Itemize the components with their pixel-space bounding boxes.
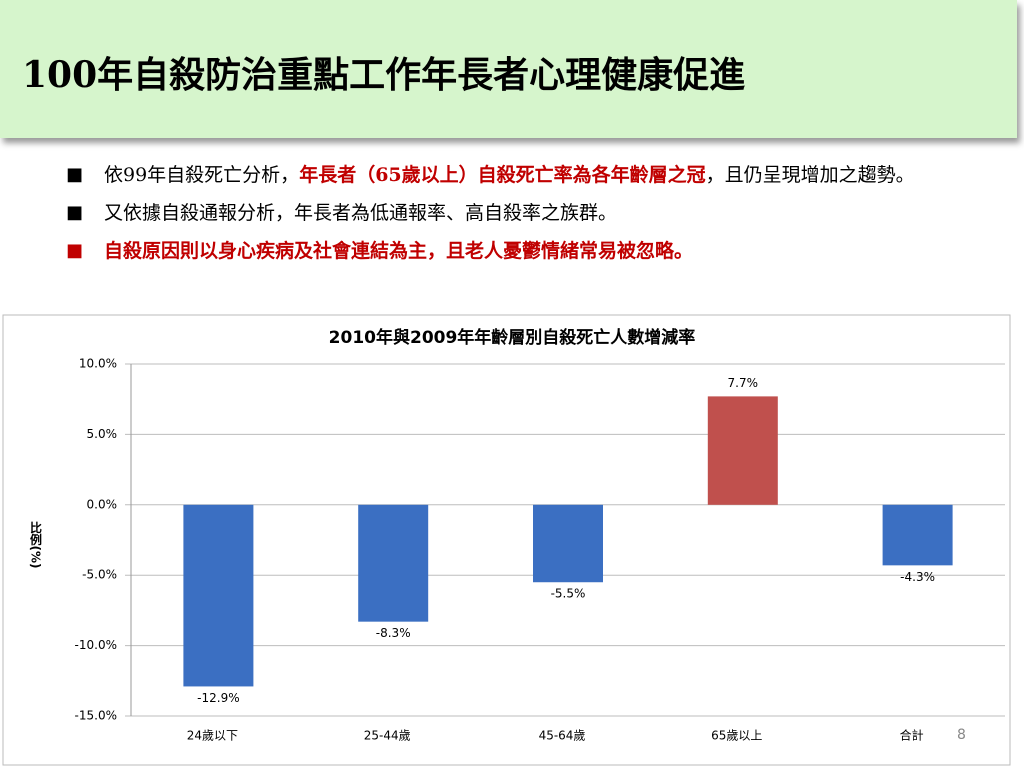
y-tick-label: 5.0%: [87, 427, 118, 441]
y-tick-label: -10.0%: [75, 638, 117, 652]
page-number: 8: [957, 727, 966, 743]
text-run: 年長者（65歲以上）自殺死亡率為各年齡層之冠: [299, 164, 706, 186]
chart-frame: [2, 314, 1011, 766]
y-tick-label: -5.0%: [82, 568, 117, 582]
text-run: ，且仍呈現增加之趨勢。: [705, 164, 915, 186]
bar: [707, 396, 778, 505]
bullet-marker: ■: [66, 240, 84, 261]
bar: [183, 504, 254, 687]
text-run: 自殺原因則以身心疾病及社會連結為主，且老人憂鬱情緒常易被忽略。: [104, 240, 694, 262]
slide-title: 100年自殺防治重點工作年長者心理健康促進: [22, 54, 746, 96]
x-tick-label: 45-64歲: [539, 729, 586, 743]
x-tick-label: 合計: [900, 728, 924, 743]
bullet-marker: ■: [66, 202, 84, 223]
value-label: -4.3%: [900, 570, 935, 584]
bullet-text: 自殺原因則以身心疾病及社會連結為主，且老人憂鬱情緒常易被忽略。: [68, 234, 998, 268]
header: 100年自殺防治重點工作年長者心理健康促進: [0, 0, 1017, 138]
bar: [533, 504, 603, 583]
x-tick-label: 65歲以上: [711, 729, 762, 743]
bullet-marker: ■: [66, 164, 84, 185]
bullet: ■ 依99年自殺死亡分析，年長者（65歲以上）自殺死亡率為各年齡層之冠，且仍呈現增…: [66, 158, 998, 192]
bar: [358, 504, 429, 622]
bullet: ■ 又依據自殺通報分析，年長者為低通報率、高自殺率之族群。: [66, 196, 998, 230]
bullet-text: 又依據自殺通報分析，年長者為低通報率、高自殺率之族群。: [68, 196, 998, 230]
value-label: -12.9%: [197, 691, 239, 705]
y-tick-label: 10.0%: [79, 357, 117, 371]
y-tick-label: 0.0%: [87, 497, 118, 511]
bullet-text: 依99年自殺死亡分析，年長者（65歲以上）自殺死亡率為各年齡層之冠，且仍呈現增加…: [68, 158, 998, 192]
y-axis-label: 比例(%): [29, 520, 43, 568]
chart-title: 2010年與2009年年齡層別自殺死亡人數增減率: [329, 327, 696, 348]
text-run: 又依據自殺通報分析，年長者為低通報率、高自殺率之族群。: [104, 202, 618, 224]
bar: [882, 504, 953, 566]
x-tick-label: 25-44歲: [364, 729, 411, 743]
x-tick-label: 24歲以下: [187, 729, 238, 743]
value-label: 7.7%: [728, 376, 759, 390]
y-tick-label: -15.0%: [75, 709, 117, 723]
value-label: -5.5%: [551, 587, 586, 601]
value-label: -8.3%: [376, 626, 411, 640]
text-run: 依99年自殺死亡分析，: [104, 164, 300, 186]
bullet: ■ 自殺原因則以身心疾病及社會連結為主，且老人憂鬱情緒常易被忽略。: [66, 234, 998, 268]
